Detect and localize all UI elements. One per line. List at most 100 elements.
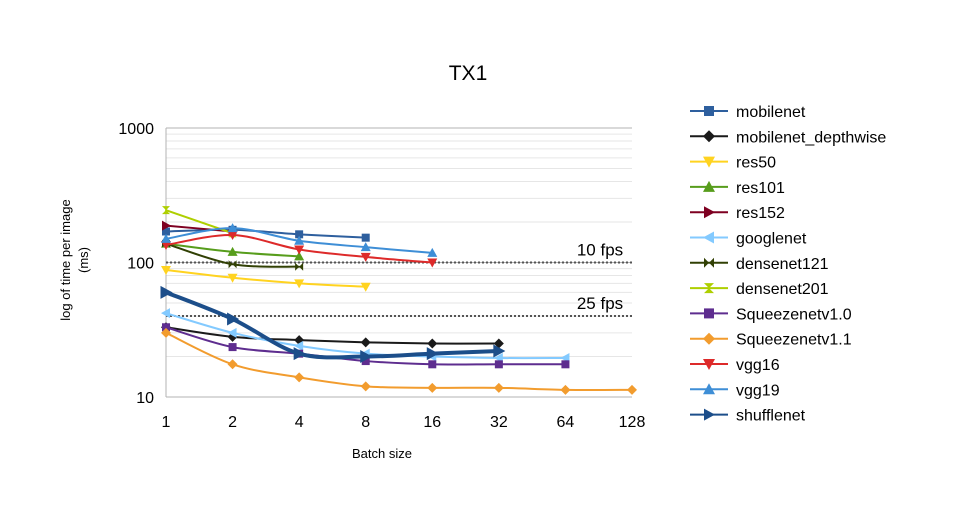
x-tick-label: 16 bbox=[423, 414, 441, 431]
series-layer bbox=[160, 206, 637, 395]
series-vgg19 bbox=[161, 223, 438, 257]
data-point-vgg16 bbox=[427, 258, 438, 268]
x-tick-label: 128 bbox=[619, 414, 646, 431]
data-point-squeezenetv1-0 bbox=[428, 360, 437, 369]
data-point-res50 bbox=[294, 279, 305, 289]
legend-item-densenet201: densenet201 bbox=[690, 281, 829, 298]
legend-item-mobilenet-depthwise: mobilenet_depthwise bbox=[690, 129, 886, 146]
legend-swatch-marker bbox=[703, 231, 714, 244]
legend-item-vgg19: vgg19 bbox=[690, 382, 780, 399]
data-point-mobilenet bbox=[162, 227, 170, 236]
data-point-squeezenetv1-1 bbox=[161, 327, 171, 338]
legend-swatch-marker bbox=[703, 332, 715, 345]
legend-swatch-marker bbox=[704, 257, 714, 268]
legend-label: shufflenet bbox=[736, 408, 806, 425]
legend-label: Squeezenetv1.0 bbox=[736, 306, 852, 323]
data-point-squeezenetv1-1 bbox=[493, 382, 504, 393]
data-point-res50 bbox=[161, 265, 171, 275]
legend-item-mobilenet: mobilenet bbox=[690, 104, 806, 121]
data-point-vgg19 bbox=[227, 223, 238, 233]
chart-title: TX1 bbox=[449, 62, 488, 85]
data-point-squeezenetv1-0 bbox=[162, 323, 170, 332]
data-point-squeezenetv1-1 bbox=[560, 384, 571, 395]
data-point-mobilenet-depthwise bbox=[427, 338, 438, 349]
x-tick-label: 32 bbox=[490, 414, 508, 431]
legend-swatch-marker bbox=[704, 283, 714, 294]
data-point-vgg19 bbox=[360, 242, 371, 252]
series-line-mobilenet bbox=[165, 228, 367, 239]
legend-item-squeezenetv1-0: Squeezenetv1.0 bbox=[690, 306, 852, 323]
legend-swatch-marker bbox=[704, 308, 714, 319]
data-point-res101 bbox=[294, 251, 305, 261]
data-point-densenet121 bbox=[228, 260, 237, 269]
legend-label: densenet121 bbox=[736, 256, 829, 273]
data-point-vgg19 bbox=[427, 247, 438, 257]
legend-item-googlenet: googlenet bbox=[690, 231, 807, 248]
legend-item-densenet121: densenet121 bbox=[690, 256, 829, 273]
data-point-shufflenet bbox=[160, 285, 173, 299]
legend-swatch-marker bbox=[703, 383, 715, 395]
data-point-squeezenetv1-1 bbox=[627, 384, 637, 395]
y-axis-label-line1: log of time per image bbox=[58, 199, 73, 320]
legend-swatch-marker bbox=[704, 206, 715, 219]
data-point-mobilenet bbox=[361, 233, 370, 242]
data-point-googlenet bbox=[294, 340, 304, 351]
reference-lines: 10 fps 25 fps bbox=[166, 241, 632, 318]
data-point-squeezenetv1-1 bbox=[360, 381, 371, 392]
data-point-res50 bbox=[360, 282, 371, 292]
legend-label: res101 bbox=[736, 180, 785, 197]
reference-label-25-fps: 25 fps bbox=[577, 294, 623, 313]
legend-item-res50: res50 bbox=[690, 155, 776, 172]
reference-label-10-fps: 10 fps bbox=[577, 241, 623, 260]
data-point-googlenet bbox=[161, 308, 170, 319]
data-point-densenet201 bbox=[162, 206, 170, 215]
data-point-mobilenet-depthwise bbox=[493, 338, 504, 349]
y-tick-label: 10 bbox=[136, 390, 154, 407]
legend-swatch-marker bbox=[703, 156, 715, 168]
data-point-squeezenetv1-0 bbox=[228, 343, 237, 352]
data-point-vgg16 bbox=[360, 252, 371, 262]
series-line-shufflenet bbox=[164, 290, 501, 360]
data-point-vgg16 bbox=[227, 231, 238, 241]
legend-label: mobilenet_depthwise bbox=[736, 129, 886, 146]
legend-label: res152 bbox=[736, 205, 785, 222]
data-point-googlenet bbox=[227, 327, 237, 338]
series-res50 bbox=[161, 265, 371, 292]
grid-layer bbox=[166, 127, 632, 398]
legend-label: mobilenet bbox=[736, 104, 806, 121]
data-point-res101 bbox=[227, 246, 238, 256]
data-point-squeezenetv1-1 bbox=[294, 372, 305, 383]
data-point-shufflenet bbox=[293, 347, 306, 361]
data-point-squeezenetv1-1 bbox=[227, 359, 238, 370]
x-tick-label: 4 bbox=[295, 414, 304, 431]
legend: mobilenet mobilenet_depthwise res50 res101 r… bbox=[690, 104, 886, 425]
y-tick-label: 100 bbox=[127, 256, 154, 273]
data-point-squeezenetv1-1 bbox=[427, 382, 438, 393]
data-point-squeezenetv1-0 bbox=[361, 357, 370, 366]
x-axis-label: Batch size bbox=[352, 446, 412, 461]
data-point-mobilenet-depthwise bbox=[360, 337, 371, 348]
data-point-shufflenet bbox=[426, 347, 439, 361]
data-point-mobilenet bbox=[295, 230, 304, 239]
x-tick-label: 8 bbox=[361, 414, 370, 431]
data-point-squeezenetv1-0 bbox=[561, 360, 570, 369]
data-point-vgg19 bbox=[294, 235, 305, 245]
legend-swatch-marker bbox=[703, 359, 715, 370]
legend-item-vgg16: vgg16 bbox=[690, 357, 780, 374]
data-point-vgg16 bbox=[161, 240, 171, 250]
data-point-res50 bbox=[227, 273, 238, 283]
data-point-shufflenet bbox=[360, 350, 373, 364]
x-tick-label: 2 bbox=[228, 414, 237, 431]
legend-label: vgg19 bbox=[736, 382, 780, 399]
data-point-shufflenet bbox=[227, 312, 240, 326]
series-line-squeezenetv1-1 bbox=[165, 331, 633, 392]
data-point-densenet121 bbox=[295, 262, 304, 271]
series-shufflenet bbox=[160, 285, 506, 364]
axes-layer: 10 100 1000 1 2 4 8 16 32 64 128 bbox=[118, 121, 645, 431]
series-mobilenet-depthwise bbox=[161, 322, 504, 349]
legend-item-shufflenet: shufflenet bbox=[690, 408, 806, 425]
series-squeezenetv1-1 bbox=[161, 327, 637, 395]
data-point-vgg19 bbox=[161, 233, 171, 243]
